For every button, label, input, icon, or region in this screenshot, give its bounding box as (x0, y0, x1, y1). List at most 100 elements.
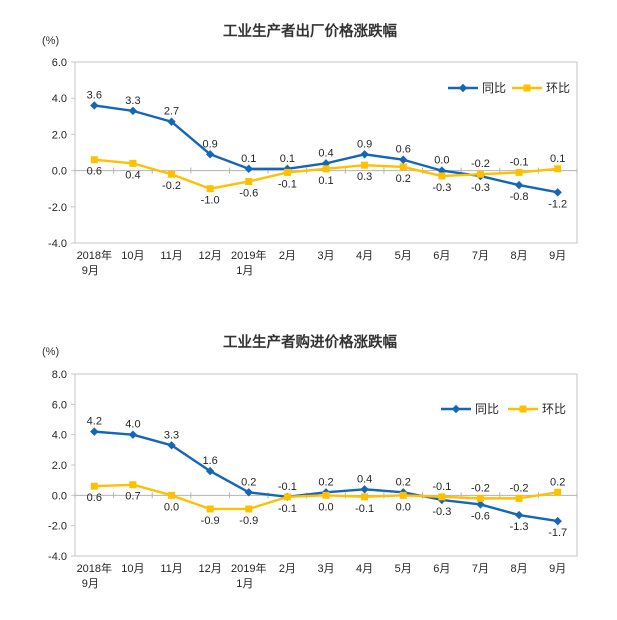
x-axis-category-label: 3月 (317, 250, 334, 262)
data-label: 0.9 (203, 138, 218, 150)
data-label: 0.4 (318, 147, 333, 159)
series-marker-同比 (205, 466, 215, 476)
y-axis-tick-label: 2.0 (52, 129, 67, 141)
y-axis-tick-label: 2.0 (52, 460, 67, 472)
series-marker-同比 (90, 427, 99, 436)
series-marker-同比 (128, 430, 138, 439)
series-marker-同比 (205, 150, 215, 159)
series-marker-环比 (129, 159, 137, 167)
y-axis-tick-label: 0.0 (52, 490, 67, 502)
data-label: -1.7 (548, 527, 567, 539)
series-marker-环比 (476, 170, 484, 178)
series-marker-环比 (245, 177, 253, 185)
data-label: 0.4 (125, 169, 140, 181)
series-marker-环比 (438, 493, 446, 501)
data-label: -0.2 (471, 158, 490, 170)
series-marker-环比 (168, 491, 176, 499)
data-label: 0.0 (318, 501, 333, 513)
x-axis-category-label: 5月 (395, 563, 412, 575)
x-axis-category-label: 8月 (511, 250, 528, 262)
data-label: -0.2 (510, 482, 529, 494)
series-marker-同比 (360, 485, 369, 494)
x-axis-category-label: 1月 (236, 578, 253, 590)
data-label: -1.2 (548, 198, 567, 210)
legend-marker-diamond (458, 83, 468, 93)
x-axis-category-label: 11月 (160, 563, 182, 575)
series-marker-环比 (206, 505, 214, 513)
chart2-plot-area: 8.0 6.0 4.0 2.0 0.0 -2.0 -4.0 2018年 9月 10月 11月 12月 2… (48, 369, 578, 590)
data-label: 0.2 (241, 476, 256, 488)
series-marker-同比 (167, 117, 176, 126)
y-axis-tick-label: 6.0 (52, 399, 67, 411)
x-axis-category-label: 9月 (549, 563, 566, 575)
x-axis-category-label: 10月 (121, 250, 144, 262)
x-axis-category-label: 9月 (82, 578, 99, 590)
series-marker-环比 (554, 165, 562, 173)
data-label: 0.2 (550, 476, 565, 488)
data-label: 0.1 (550, 153, 565, 165)
data-label: 0.4 (357, 473, 372, 485)
series-marker-同比 (514, 510, 524, 520)
series-marker-环比 (206, 185, 214, 193)
data-label: 1.6 (203, 455, 218, 467)
series-marker-环比 (283, 168, 291, 176)
x-axis-category-label: 11月 (160, 250, 182, 262)
series-marker-环比 (283, 493, 291, 501)
series-marker-环比 (438, 172, 446, 180)
data-label: -0.9 (239, 515, 258, 527)
data-label: 0.1 (318, 175, 333, 187)
series-marker-环比 (515, 168, 523, 176)
series-marker-同比 (553, 188, 562, 197)
x-axis-category-label: 1月 (236, 265, 253, 277)
data-label: -0.2 (471, 482, 490, 494)
x-axis-category-label: 7月 (472, 250, 489, 262)
data-label: 4.2 (87, 416, 102, 428)
data-label: -1.3 (510, 521, 529, 533)
legend-item-环比: 环比 (512, 81, 570, 95)
x-axis-category-label: 2018年 (77, 561, 112, 575)
data-label: 3.3 (164, 429, 179, 441)
series-marker-环比 (90, 482, 98, 490)
legend-label: 环比 (546, 81, 570, 95)
data-label: 0.1 (280, 153, 295, 165)
data-label: -0.6 (471, 510, 490, 522)
legend-item-同比: 同比 (441, 402, 499, 416)
legend-marker-diamond (451, 404, 461, 414)
x-axis-category-label: 2018年 (77, 248, 112, 262)
data-label: 0.0 (434, 155, 449, 167)
x-axis-category-label: 12月 (199, 250, 222, 262)
y-axis-tick-label: 4.0 (52, 430, 67, 442)
data-label: 0.6 (87, 166, 102, 178)
series-marker-同比 (90, 101, 99, 110)
data-label: 0.2 (396, 173, 411, 185)
series-marker-环比 (554, 488, 562, 496)
series-marker-环比 (245, 505, 253, 513)
legend-label: 同比 (482, 81, 506, 95)
legend-marker-square (523, 84, 531, 92)
data-label: -0.1 (278, 503, 297, 515)
y-axis-tick-label: 8.0 (52, 369, 67, 381)
data-label: 0.6 (396, 144, 411, 156)
chart2-unit-label: (%) (42, 346, 59, 358)
data-label: -0.1 (278, 481, 297, 493)
series-环比 (90, 481, 562, 513)
x-axis-category-label: 9月 (549, 250, 566, 262)
y-axis-tick-label: 4.0 (52, 93, 67, 105)
series-marker-同比 (476, 500, 485, 509)
data-label: -0.8 (510, 191, 529, 203)
plot-border (74, 373, 578, 557)
x-axis-category-label: 7月 (472, 563, 489, 575)
data-label: 0.0 (164, 501, 179, 513)
data-label: -0.3 (432, 182, 451, 194)
x-axis-category-label: 12月 (199, 563, 222, 575)
data-label: 2.7 (164, 106, 179, 118)
data-label: -0.1 (432, 481, 451, 493)
series-marker-环比 (322, 491, 330, 499)
data-label: -0.1 (510, 156, 529, 168)
data-label: 0.3 (357, 171, 372, 183)
data-label: -0.6 (239, 187, 258, 199)
x-axis-category-label: 8月 (511, 563, 528, 575)
data-label: -0.9 (201, 515, 220, 527)
